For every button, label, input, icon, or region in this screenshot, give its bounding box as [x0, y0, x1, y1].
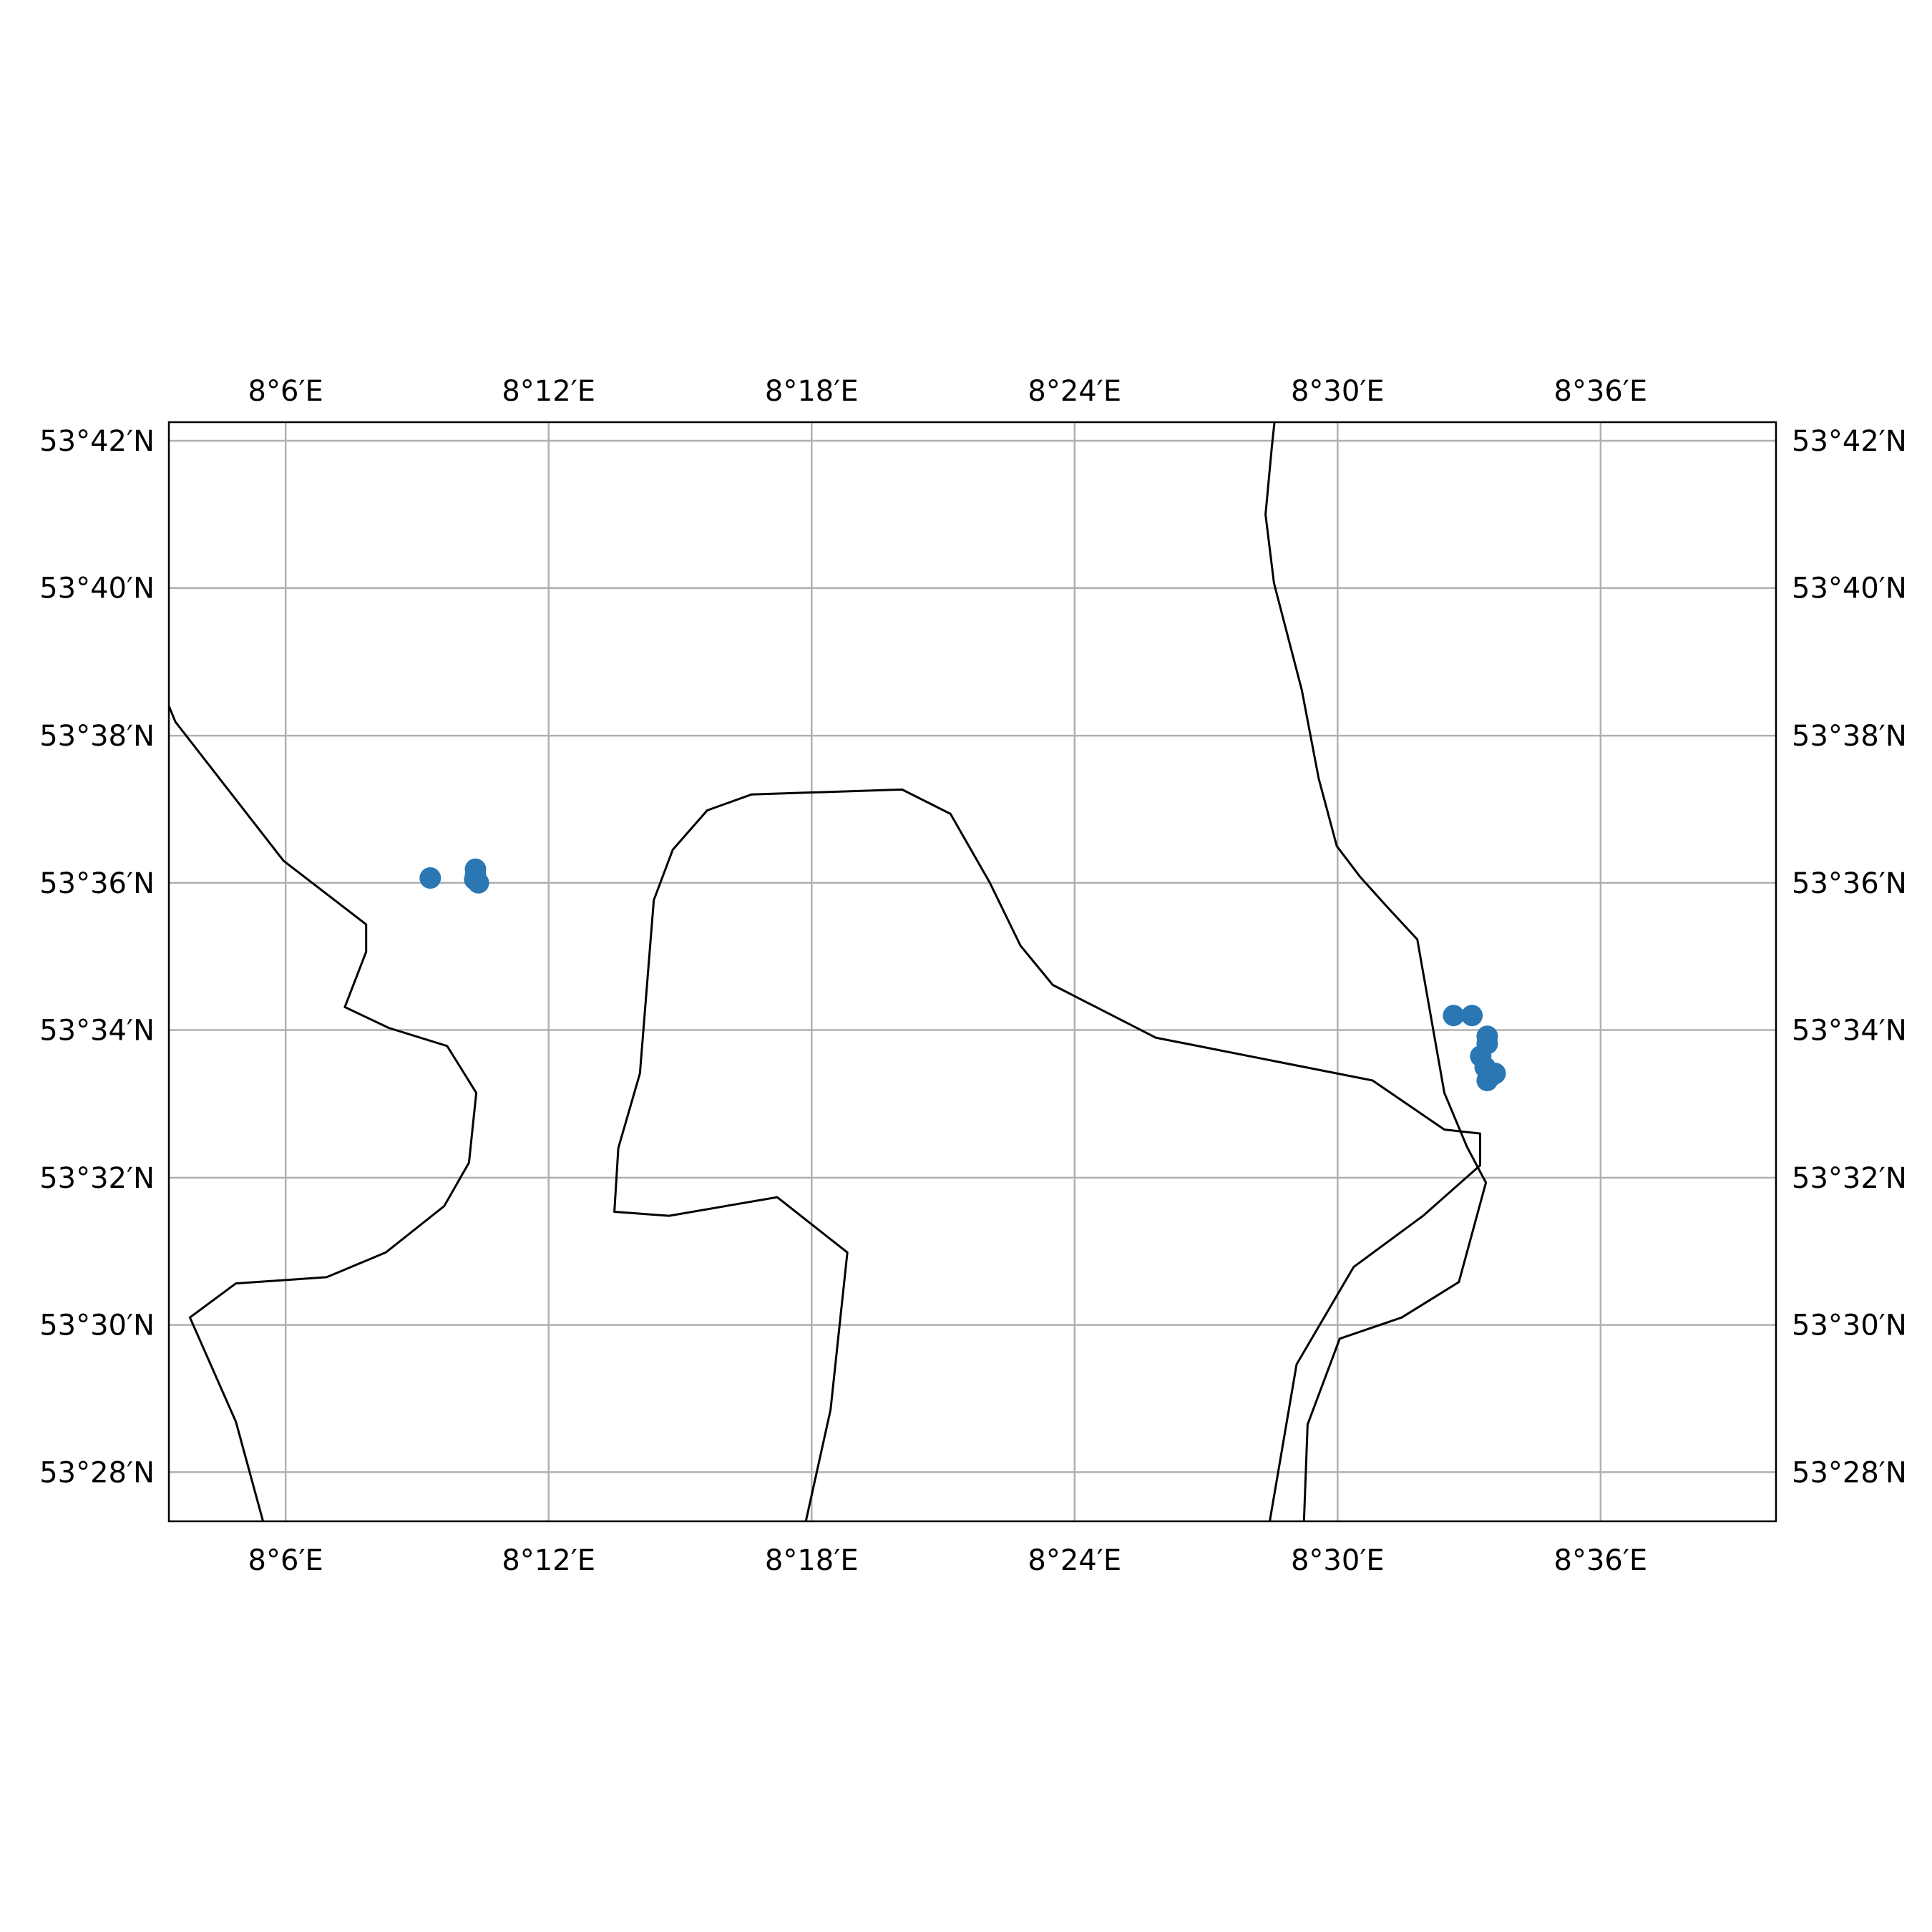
data-point — [1443, 1005, 1465, 1027]
lon-label-bottom: 8°18′E — [765, 1544, 859, 1577]
coastline — [169, 706, 478, 1521]
lat-label-right: 53°28′N — [1792, 1456, 1907, 1489]
lat-label-left: 53°30′N — [39, 1309, 155, 1342]
lat-label-left: 53°38′N — [39, 720, 155, 753]
lat-label-left: 53°34′N — [39, 1015, 155, 1048]
tick-labels: 8°6′E 8°6′E 8°12′E 8°12′E 8°18′E 8°18′E 8°24′E… — [39, 375, 1907, 1577]
coastlines — [169, 422, 1488, 1521]
lon-label-top: 8°30′E — [1291, 375, 1385, 408]
lon-label-bottom: 8°36′E — [1554, 1544, 1648, 1577]
lat-label-right: 53°32′N — [1792, 1162, 1907, 1195]
lat-label-right: 53°36′N — [1792, 867, 1907, 900]
data-point — [1484, 1063, 1506, 1085]
lat-label-right: 53°42′N — [1792, 425, 1907, 458]
lon-label-top: 8°24′E — [1028, 375, 1121, 408]
lat-label-left: 53°42′N — [39, 425, 155, 458]
lon-label-bottom: 8°24′E — [1028, 1544, 1121, 1577]
lat-label-right: 53°34′N — [1792, 1015, 1907, 1048]
lon-label-top: 8°18′E — [765, 375, 859, 408]
lon-label-top: 8°36′E — [1554, 375, 1648, 408]
data-points — [419, 858, 1506, 1091]
lon-label-top: 8°6′E — [248, 375, 323, 408]
lat-label-right: 53°38′N — [1792, 720, 1907, 753]
lon-label-bottom: 8°30′E — [1291, 1544, 1385, 1577]
coastline — [1264, 422, 1488, 1521]
lat-label-left: 53°32′N — [39, 1162, 155, 1195]
lat-label-left: 53°28′N — [39, 1456, 155, 1489]
lat-label-right: 53°40′N — [1792, 572, 1907, 605]
data-point — [464, 864, 487, 887]
graticule — [169, 422, 1776, 1521]
coastline — [613, 788, 1481, 1521]
data-point — [1461, 1005, 1483, 1027]
map-frame — [167, 421, 1777, 1523]
lon-label-bottom: 8°6′E — [248, 1544, 323, 1577]
lat-label-left: 53°40′N — [39, 572, 155, 605]
lat-label-left: 53°36′N — [39, 867, 155, 900]
lat-label-right: 53°30′N — [1792, 1309, 1907, 1342]
data-point — [419, 867, 441, 889]
lon-label-top: 8°12′E — [502, 375, 595, 408]
lon-label-bottom: 8°12′E — [502, 1544, 595, 1577]
